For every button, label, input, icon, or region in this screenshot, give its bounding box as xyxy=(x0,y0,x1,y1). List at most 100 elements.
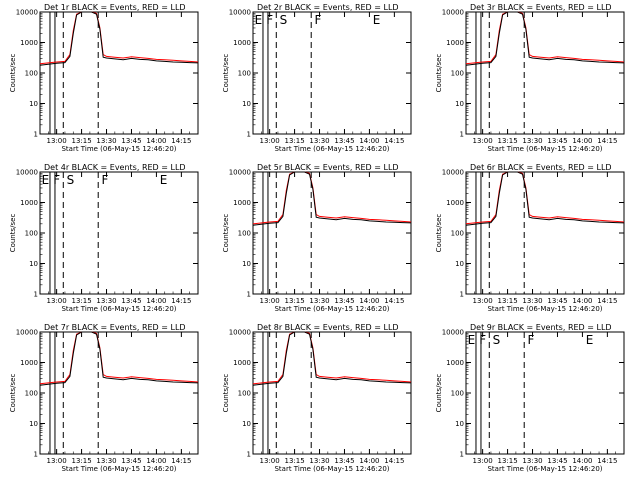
flag-letter: E xyxy=(373,13,381,27)
y-axis-label: Counts/sec xyxy=(435,54,443,93)
events-series-line xyxy=(39,331,199,386)
x-tick-label: 14:15 xyxy=(384,297,404,305)
x-tick-label: 13:15 xyxy=(497,297,517,305)
y-tick-label: 10000 xyxy=(229,9,251,17)
x-tick-label: 13:45 xyxy=(121,297,141,305)
panel-det-7: Det 7r BLACK = Events, RED = LLD 1 10 100 10… xyxy=(9,323,199,473)
y-tick-label: 1 xyxy=(34,291,38,299)
panel-det-4: Det 4r BLACK = Events, RED = LLD 1 10 100 10… xyxy=(9,163,199,313)
panel-title: Det 1r BLACK = Events, RED = LLD xyxy=(44,3,186,12)
y-tick-label: 10000 xyxy=(16,9,38,17)
y-tick-label: 1000 xyxy=(20,39,38,47)
flag-letter: F xyxy=(479,333,486,347)
y-tick-label: 10 xyxy=(455,260,464,268)
y-axis-label: Counts/sec xyxy=(9,54,17,93)
x-tick-label: 13:15 xyxy=(71,457,91,465)
x-tick-label: 13:15 xyxy=(497,457,517,465)
y-tick-label: 100 xyxy=(451,390,464,398)
y-tick-label: 1 xyxy=(247,131,251,139)
x-tick-label: 14:15 xyxy=(171,457,191,465)
x-tick-label: 13:45 xyxy=(334,297,354,305)
flag-letter: E xyxy=(42,173,50,187)
x-tick-label: 13:45 xyxy=(121,457,141,465)
flag-letter: F xyxy=(315,13,322,27)
x-tick-label: 14:00 xyxy=(572,137,592,145)
y-tick-label: 100 xyxy=(451,230,464,238)
x-tick-label: 13:30 xyxy=(96,297,116,305)
panel-title: Det 8r BLACK = Events, RED = LLD xyxy=(257,323,399,332)
x-tick-label: 14:00 xyxy=(572,297,592,305)
y-tick-label: 1 xyxy=(460,131,464,139)
y-tick-label: 10000 xyxy=(229,329,251,337)
y-axis-label: Counts/sec xyxy=(435,214,443,253)
x-tick-label: 13:30 xyxy=(309,137,329,145)
y-tick-label: 10000 xyxy=(442,329,464,337)
y-tick-label: 1000 xyxy=(20,359,38,367)
y-tick-label: 100 xyxy=(25,390,38,398)
x-tick-label: 13:00 xyxy=(260,297,280,305)
y-tick-label: 10 xyxy=(29,100,38,108)
y-tick-label: 10 xyxy=(242,100,251,108)
y-tick-label: 1000 xyxy=(233,199,251,207)
x-tick-label: 13:30 xyxy=(522,137,542,145)
x-tick-label: 14:15 xyxy=(597,297,617,305)
events-series-line xyxy=(465,11,625,66)
panel-det-3: Det 3r BLACK = Events, RED = LLD 1 10 100 10… xyxy=(435,3,625,153)
y-tick-label: 1000 xyxy=(446,359,464,367)
x-tick-label: 13:30 xyxy=(309,457,329,465)
x-tick-label: 13:00 xyxy=(47,137,67,145)
x-tick-label: 13:00 xyxy=(473,297,493,305)
x-tick-label: 13:00 xyxy=(260,137,280,145)
x-axis-label: Start Time (06-May-15 12:46:20) xyxy=(487,145,602,153)
panel-det-9: Det 9r BLACK = Events, RED = LLD 1 10 100 10… xyxy=(435,323,625,473)
events-series-line xyxy=(39,11,199,66)
flag-letter: F xyxy=(102,173,109,187)
y-axis-label: Counts/sec xyxy=(9,214,17,253)
y-tick-label: 10000 xyxy=(16,329,38,337)
events-series-line xyxy=(465,171,625,226)
x-tick-label: 14:15 xyxy=(171,137,191,145)
panel-title: Det 9r BLACK = Events, RED = LLD xyxy=(470,323,612,332)
panel-title: Det 2r BLACK = Events, RED = LLD xyxy=(257,3,399,12)
x-tick-label: 13:15 xyxy=(284,137,304,145)
x-tick-label: 14:15 xyxy=(384,457,404,465)
y-tick-label: 100 xyxy=(25,230,38,238)
x-tick-label: 13:45 xyxy=(547,297,567,305)
x-axis-label: Start Time (06-May-15 12:46:20) xyxy=(274,145,389,153)
y-axis-label: Counts/sec xyxy=(222,374,230,413)
y-tick-label: 1000 xyxy=(233,39,251,47)
flag-letter: E xyxy=(255,13,263,27)
y-axis-label: Counts/sec xyxy=(435,374,443,413)
x-tick-label: 13:30 xyxy=(522,457,542,465)
panel-det-5: Det 5r BLACK = Events, RED = LLD 1 10 100 10… xyxy=(222,163,412,313)
y-tick-label: 10 xyxy=(242,420,251,428)
y-tick-label: 10 xyxy=(242,260,251,268)
x-tick-label: 14:15 xyxy=(597,457,617,465)
x-tick-label: 13:15 xyxy=(284,297,304,305)
y-tick-label: 1 xyxy=(247,291,251,299)
y-tick-label: 10000 xyxy=(442,169,464,177)
flag-letter: F xyxy=(266,13,273,27)
flag-letter: E xyxy=(586,333,594,347)
y-axis-label: Counts/sec xyxy=(222,214,230,253)
panel-title: Det 7r BLACK = Events, RED = LLD xyxy=(44,323,186,332)
panel-title: Det 3r BLACK = Events, RED = LLD xyxy=(470,3,612,12)
panel-title: Det 5r BLACK = Events, RED = LLD xyxy=(257,163,399,172)
x-tick-label: 14:00 xyxy=(146,137,166,145)
x-tick-label: 13:15 xyxy=(71,137,91,145)
events-series-line xyxy=(252,171,412,226)
x-axis-label: Start Time (06-May-15 12:46:20) xyxy=(487,305,602,313)
x-tick-label: 13:15 xyxy=(71,297,91,305)
y-tick-label: 1 xyxy=(34,131,38,139)
y-tick-label: 10 xyxy=(455,100,464,108)
y-axis-label: Counts/sec xyxy=(222,54,230,93)
y-axis-label: Counts/sec xyxy=(9,374,17,413)
x-tick-label: 14:00 xyxy=(146,297,166,305)
y-tick-label: 100 xyxy=(238,230,251,238)
x-tick-label: 14:15 xyxy=(384,137,404,145)
panel-title: Det 6r BLACK = Events, RED = LLD xyxy=(470,163,612,172)
panel-det-8: Det 8r BLACK = Events, RED = LLD 1 10 100 10… xyxy=(222,323,412,473)
y-tick-label: 1 xyxy=(34,451,38,459)
panel-title: Det 4r BLACK = Events, RED = LLD xyxy=(44,163,186,172)
